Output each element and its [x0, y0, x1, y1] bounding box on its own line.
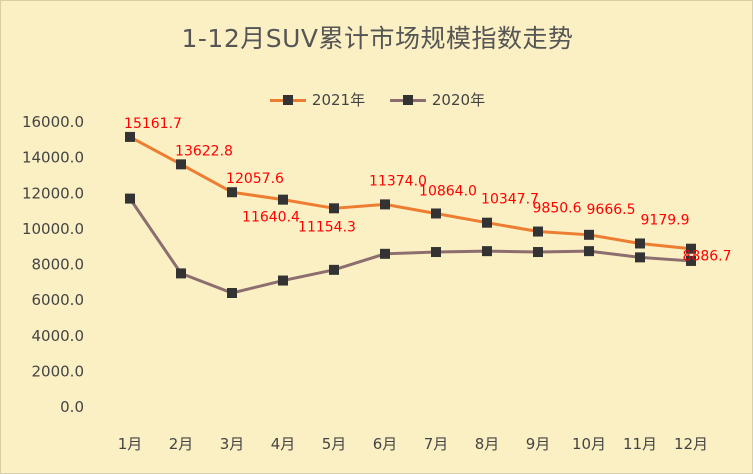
y-tick-label: 10000.0 — [22, 220, 84, 238]
data-point-1 — [482, 246, 492, 257]
x-tick-label: 1月 — [118, 435, 143, 453]
data-point-1 — [686, 255, 696, 266]
legend-label-2020: 2020年 — [431, 91, 486, 109]
data-label: 13622.8 — [175, 143, 233, 159]
data-point-0 — [686, 243, 696, 254]
data-label: 9850.6 — [533, 201, 582, 217]
data-point-1 — [584, 246, 594, 257]
x-tick-label: 6月 — [373, 435, 398, 453]
x-tick-label: 4月 — [271, 435, 296, 453]
data-label: 8886.7 — [683, 249, 732, 265]
data-point-1 — [125, 193, 135, 204]
data-point-1 — [533, 247, 543, 258]
y-tick-label: 2000.0 — [32, 362, 85, 380]
data-point-0 — [635, 238, 645, 249]
y-tick-label: 14000.0 — [22, 149, 84, 167]
x-tick-label: 11月 — [623, 435, 657, 453]
x-tick-label: 12月 — [674, 435, 708, 453]
x-tick-label: 8月 — [475, 435, 500, 453]
data-point-1 — [278, 275, 288, 286]
y-tick-label: 0.0 — [60, 398, 84, 416]
data-label: 9666.5 — [587, 202, 636, 218]
y-tick-label: 8000.0 — [32, 256, 85, 274]
data-point-0 — [533, 226, 543, 237]
x-tick-label: 5月 — [322, 435, 347, 453]
legend: 2021年 2020年 — [1, 89, 753, 110]
y-tick-label: 6000.0 — [32, 291, 85, 309]
data-point-1 — [176, 268, 186, 279]
legend-item-2021: 2021年 — [269, 89, 366, 110]
x-tick-label: 9月 — [526, 435, 551, 453]
data-label: 12057.6 — [226, 171, 284, 187]
data-point-1 — [227, 288, 237, 298]
data-point-1 — [635, 252, 645, 263]
legend-swatch-2020 — [389, 94, 426, 106]
data-point-0 — [125, 131, 135, 142]
y-tick-label: 16000.0 — [22, 113, 84, 131]
data-point-1 — [431, 247, 441, 258]
x-tick-label: 2月 — [169, 435, 194, 453]
data-point-1 — [380, 248, 390, 259]
data-point-0 — [329, 203, 339, 214]
chart-title: 1-12月SUV累计市场规模指数走势 — [181, 24, 574, 53]
data-point-0 — [176, 159, 186, 170]
data-label: 9179.9 — [641, 212, 690, 228]
data-label: 11154.3 — [298, 219, 356, 235]
series-line-0 — [129, 135, 692, 251]
data-point-0 — [227, 187, 237, 198]
data-label: 15161.7 — [124, 116, 182, 132]
y-tick-label: 12000.0 — [22, 184, 84, 202]
legend-item-2020: 2020年 — [389, 89, 486, 110]
legend-swatch-2021 — [269, 94, 306, 106]
y-tick-label: 4000.0 — [32, 327, 85, 345]
x-tick-label: 3月 — [220, 435, 245, 453]
x-tick-label: 10月 — [572, 435, 606, 453]
data-point-0 — [584, 229, 594, 240]
data-label: 11640.4 — [242, 210, 300, 226]
series-line-1 — [128, 197, 692, 295]
data-point-0 — [380, 199, 390, 210]
data-point-0 — [431, 208, 441, 219]
x-tick-label: 7月 — [424, 435, 449, 453]
data-point-0 — [278, 194, 288, 205]
data-label: 11374.0 — [369, 173, 427, 189]
data-label: 10864.0 — [419, 183, 477, 199]
data-label: 10347.7 — [481, 192, 539, 208]
legend-label-2021: 2021年 — [311, 91, 366, 109]
data-point-1 — [329, 264, 339, 275]
data-point-0 — [482, 217, 492, 228]
